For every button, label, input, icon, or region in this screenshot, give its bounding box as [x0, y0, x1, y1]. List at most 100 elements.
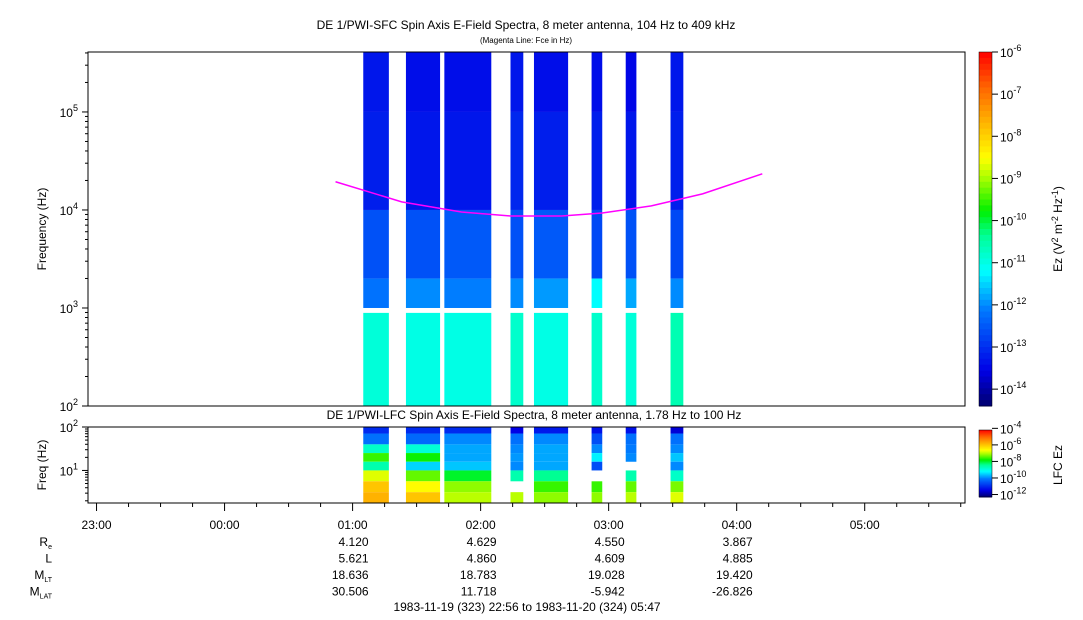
spectrogram-cell	[670, 470, 684, 482]
spectrogram-cell	[363, 492, 389, 503]
colorbar-swatch	[979, 146, 992, 153]
spectrogram-cell	[533, 111, 569, 210]
spectrogram-cell	[363, 444, 389, 454]
ephemeris-value: 30.506	[332, 585, 369, 599]
spectrogram-cell	[405, 278, 441, 308]
spectrogram-cell	[405, 481, 441, 493]
spectrogram-cell	[625, 312, 637, 406]
colorbar-swatch	[979, 311, 992, 318]
colorbar-swatch	[979, 358, 992, 366]
spectrogram-cell	[510, 461, 524, 471]
spectrogram-cell	[591, 461, 603, 471]
spectrogram-cell	[625, 209, 637, 279]
spectrogram-cell	[591, 278, 603, 308]
spectrogram-cell	[591, 453, 603, 462]
spectrogram-cell	[510, 278, 524, 308]
y-tick-label: 104	[60, 201, 78, 218]
colorbar-swatch	[979, 128, 992, 136]
spectrogram-cell	[444, 470, 492, 482]
colorbar-swatch	[979, 211, 992, 218]
colorbar-tick-label: 10-10	[1000, 469, 1026, 486]
spectrogram-cell	[405, 312, 441, 406]
colorbar-swatch	[979, 444, 992, 447]
y-tick-label: 101	[60, 461, 78, 478]
colorbar-swatch	[979, 270, 992, 277]
spectrogram-cell	[363, 209, 389, 279]
ephemeris-label: L	[45, 552, 52, 566]
spectrogram-cell	[625, 453, 637, 462]
time-tick-label: 02:00	[466, 518, 496, 532]
time-tick-label: 05:00	[850, 518, 880, 532]
spectrogram-cell	[510, 52, 524, 112]
colorbar-swatch	[979, 199, 992, 206]
ephemeris-label: Re	[39, 535, 52, 551]
colorbar-swatch	[979, 93, 992, 100]
colorbar-swatch	[979, 323, 992, 330]
ephemeris-label: MLAT	[30, 585, 53, 601]
colorbar-swatch	[979, 388, 992, 395]
spectrogram-cell	[405, 52, 441, 112]
colorbar-swatch	[979, 364, 992, 372]
spectrogram-cell	[510, 453, 524, 462]
colorbar-swatch	[979, 305, 992, 313]
spectrogram-cell	[670, 427, 684, 434]
time-ticks: 23:00 00:00 01:00 02:00 03:00 04:00 05:00	[82, 503, 962, 532]
spectrogram-cell	[625, 52, 637, 112]
spectrogram-cell	[363, 312, 389, 406]
spectrogram-cell	[363, 278, 389, 308]
colorbar-swatch	[979, 205, 992, 212]
spectrogram-cell	[363, 433, 389, 445]
colorbar-swatch	[979, 466, 992, 469]
y-tick-label: 102	[60, 397, 78, 414]
spectrogram-cell	[670, 312, 684, 406]
colorbar-swatch	[979, 493, 992, 496]
colorbar-swatch	[979, 471, 992, 473]
lower-colorbar-label: LFC Ez	[1051, 445, 1065, 485]
spectrogram-cell	[405, 444, 441, 454]
spectrogram-cell	[405, 111, 441, 210]
ephemeris-value: 5.621	[339, 552, 369, 566]
lower-plot-frame	[87, 426, 966, 504]
spectrogram-cell	[625, 470, 637, 482]
fce-line	[335, 173, 763, 217]
spectrogram-cell	[444, 52, 492, 112]
spectrogram-cell	[533, 444, 569, 454]
spectrogram-cell	[363, 111, 389, 210]
colorbar-swatch	[979, 443, 992, 446]
spectrogram-cell	[444, 209, 492, 279]
colorbar-swatch	[979, 335, 992, 342]
colorbar-swatch	[979, 459, 992, 461]
spectrogram-cell	[405, 492, 441, 503]
colorbar-swatch	[979, 454, 992, 457]
colorbar-tick-label: 10-6	[1000, 43, 1021, 60]
colorbar-tick-label: 10-14	[1000, 380, 1026, 397]
colorbar-swatch	[979, 469, 992, 471]
spectrogram-cell	[510, 444, 524, 454]
colorbar-swatch	[979, 99, 992, 106]
colorbar-swatch	[979, 470, 992, 472]
colorbar-swatch	[979, 495, 992, 498]
spectrogram-cell	[363, 470, 389, 482]
colorbar-swatch	[979, 473, 992, 476]
colorbar-swatch	[979, 457, 992, 460]
ephemeris-value: 4.120	[339, 535, 369, 549]
upper-subtitle: (Magenta Line: Fce in Hz)	[480, 36, 572, 45]
colorbar-swatch	[979, 240, 992, 248]
colorbar-swatch	[979, 433, 992, 435]
colorbar-swatch	[979, 158, 992, 165]
colorbar-swatch	[979, 474, 992, 477]
colorbar-tick-label: 10-13	[1000, 338, 1026, 355]
colorbar-swatch	[979, 57, 992, 65]
colorbar-swatch	[979, 187, 992, 195]
colorbar-swatch	[979, 483, 992, 486]
colorbar-swatch	[979, 436, 992, 439]
ephemeris-label: MLT	[34, 568, 52, 584]
colorbar-swatch	[979, 441, 992, 443]
spectrogram-cell	[533, 52, 569, 112]
upper-spectrogram-cells	[363, 52, 684, 406]
colorbar-tick-label: 10-6	[1000, 436, 1021, 453]
colorbar-swatch	[979, 465, 992, 468]
colorbar-tick-label: 10-8	[1000, 127, 1021, 144]
spectrogram-cell	[591, 111, 603, 210]
colorbar-swatch	[979, 479, 992, 481]
